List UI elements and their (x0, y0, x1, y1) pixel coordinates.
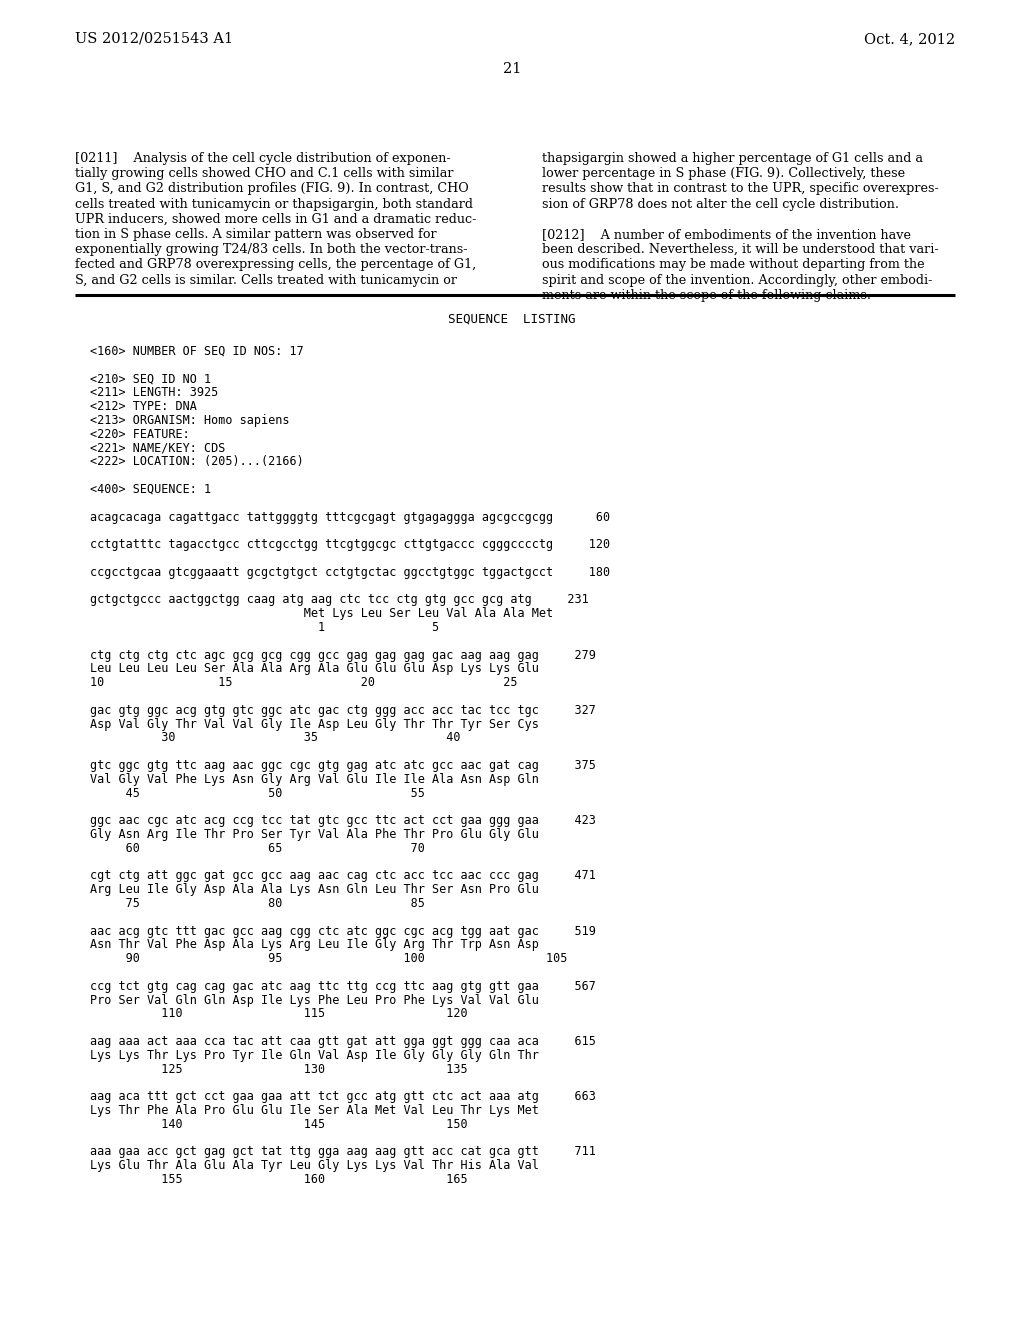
Text: G1, S, and G2 distribution profiles (FIG. 9). In contrast, CHO: G1, S, and G2 distribution profiles (FIG… (75, 182, 469, 195)
Text: Gly Asn Arg Ile Thr Pro Ser Tyr Val Ala Phe Thr Pro Glu Gly Glu: Gly Asn Arg Ile Thr Pro Ser Tyr Val Ala … (90, 828, 539, 841)
Text: gac gtg ggc acg gtg gtc ggc atc gac ctg ggg acc acc tac tcc tgc     327: gac gtg ggc acg gtg gtc ggc atc gac ctg … (90, 704, 596, 717)
Text: <220> FEATURE:: <220> FEATURE: (90, 428, 189, 441)
Text: 140                 145                 150: 140 145 150 (90, 1118, 468, 1131)
Text: tion in S phase cells. A similar pattern was observed for: tion in S phase cells. A similar pattern… (75, 228, 436, 242)
Text: cells treated with tunicamycin or thapsigargin, both standard: cells treated with tunicamycin or thapsi… (75, 198, 473, 211)
Text: 125                 130                 135: 125 130 135 (90, 1063, 468, 1076)
Text: cctgtatttc tagacctgcc cttcgcctgg ttcgtggcgc cttgtgaccc cgggcccctg     120: cctgtatttc tagacctgcc cttcgcctgg ttcgtgg… (90, 539, 610, 552)
Text: ctg ctg ctg ctc agc gcg gcg cgg gcc gag gag gag gac aag aag gag     279: ctg ctg ctg ctc agc gcg gcg cgg gcc gag … (90, 648, 596, 661)
Text: ggc aac cgc atc acg ccg tcc tat gtc gcc ttc act cct gaa ggg gaa     423: ggc aac cgc atc acg ccg tcc tat gtc gcc … (90, 814, 596, 828)
Text: ccg tct gtg cag cag gac atc aag ttc ttg ccg ttc aag gtg gtt gaa     567: ccg tct gtg cag cag gac atc aag ttc ttg … (90, 979, 596, 993)
Text: Lys Glu Thr Ala Glu Ala Tyr Leu Gly Lys Lys Val Thr His Ala Val: Lys Glu Thr Ala Glu Ala Tyr Leu Gly Lys … (90, 1159, 539, 1172)
Text: aaa gaa acc gct gag gct tat ttg gga aag aag gtt acc cat gca gtt     711: aaa gaa acc gct gag gct tat ttg gga aag … (90, 1146, 596, 1159)
Text: <222> LOCATION: (205)...(2166): <222> LOCATION: (205)...(2166) (90, 455, 304, 469)
Text: [0211]    Analysis of the cell cycle distribution of exponen-: [0211] Analysis of the cell cycle distri… (75, 152, 451, 165)
Text: 30                  35                  40: 30 35 40 (90, 731, 461, 744)
Text: gtc ggc gtg ttc aag aac ggc cgc gtg gag atc atc gcc aac gat cag     375: gtc ggc gtg ttc aag aac ggc cgc gtg gag … (90, 759, 596, 772)
Text: fected and GRP78 overexpressing cells, the percentage of G1,: fected and GRP78 overexpressing cells, t… (75, 259, 476, 272)
Text: <212> TYPE: DNA: <212> TYPE: DNA (90, 400, 197, 413)
Text: thapsigargin showed a higher percentage of G1 cells and a: thapsigargin showed a higher percentage … (542, 152, 923, 165)
Text: aac acg gtc ttt gac gcc aag cgg ctc atc ggc cgc acg tgg aat gac     519: aac acg gtc ttt gac gcc aag cgg ctc atc … (90, 924, 596, 937)
Text: aag aaa act aaa cca tac att caa gtt gat att gga ggt ggg caa aca     615: aag aaa act aaa cca tac att caa gtt gat … (90, 1035, 596, 1048)
Text: Oct. 4, 2012: Oct. 4, 2012 (864, 32, 955, 46)
Text: <213> ORGANISM: Homo sapiens: <213> ORGANISM: Homo sapiens (90, 414, 290, 426)
Text: UPR inducers, showed more cells in G1 and a dramatic reduc-: UPR inducers, showed more cells in G1 an… (75, 213, 476, 226)
Text: gctgctgccc aactggctgg caag atg aag ctc tcc ctg gtg gcc gcg atg     231: gctgctgccc aactggctgg caag atg aag ctc t… (90, 594, 589, 606)
Text: Asn Thr Val Phe Asp Ala Lys Arg Leu Ile Gly Arg Thr Trp Asn Asp: Asn Thr Val Phe Asp Ala Lys Arg Leu Ile … (90, 939, 539, 952)
Text: US 2012/0251543 A1: US 2012/0251543 A1 (75, 32, 233, 46)
Text: tially growing cells showed CHO and C.1 cells with similar: tially growing cells showed CHO and C.1 … (75, 168, 454, 181)
Text: 75                  80                  85: 75 80 85 (90, 898, 425, 909)
Text: spirit and scope of the invention. Accordingly, other embodi-: spirit and scope of the invention. Accor… (542, 273, 933, 286)
Text: acagcacaga cagattgacc tattggggtg tttcgcgagt gtgagaggga agcgccgcgg      60: acagcacaga cagattgacc tattggggtg tttcgcg… (90, 511, 610, 524)
Text: Met Lys Leu Ser Leu Val Ala Ala Met: Met Lys Leu Ser Leu Val Ala Ala Met (90, 607, 553, 620)
Text: S, and G2 cells is similar. Cells treated with tunicamycin or: S, and G2 cells is similar. Cells treate… (75, 273, 457, 286)
Text: Leu Leu Leu Leu Ser Ala Ala Arg Ala Glu Glu Glu Asp Lys Lys Glu: Leu Leu Leu Leu Ser Ala Ala Arg Ala Glu … (90, 663, 539, 676)
Text: Arg Leu Ile Gly Asp Ala Ala Lys Asn Gln Leu Thr Ser Asn Pro Glu: Arg Leu Ile Gly Asp Ala Ala Lys Asn Gln … (90, 883, 539, 896)
Text: 60                  65                  70: 60 65 70 (90, 842, 425, 855)
Text: SEQUENCE  LISTING: SEQUENCE LISTING (449, 313, 575, 326)
Text: ccgcctgcaa gtcggaaatt gcgctgtgct cctgtgctac ggcctgtggc tggactgcct     180: ccgcctgcaa gtcggaaatt gcgctgtgct cctgtgc… (90, 566, 610, 578)
Text: been described. Nevertheless, it will be understood that vari-: been described. Nevertheless, it will be… (542, 243, 939, 256)
Text: ments are within the scope of the following claims.: ments are within the scope of the follow… (542, 289, 871, 302)
Text: Lys Thr Phe Ala Pro Glu Glu Ile Ser Ala Met Val Leu Thr Lys Met: Lys Thr Phe Ala Pro Glu Glu Ile Ser Ala … (90, 1104, 539, 1117)
Text: aag aca ttt gct cct gaa gaa att tct gcc atg gtt ctc act aaa atg     663: aag aca ttt gct cct gaa gaa att tct gcc … (90, 1090, 596, 1104)
Text: sion of GRP78 does not alter the cell cycle distribution.: sion of GRP78 does not alter the cell cy… (542, 198, 899, 211)
Text: ous modifications may be made without departing from the: ous modifications may be made without de… (542, 259, 925, 272)
Text: lower percentage in S phase (FIG. 9). Collectively, these: lower percentage in S phase (FIG. 9). Co… (542, 168, 905, 181)
Text: 110                 115                 120: 110 115 120 (90, 1007, 468, 1020)
Text: Val Gly Val Phe Lys Asn Gly Arg Val Glu Ile Ile Ala Asn Asp Gln: Val Gly Val Phe Lys Asn Gly Arg Val Glu … (90, 772, 539, 785)
Text: Asp Val Gly Thr Val Val Gly Ile Asp Leu Gly Thr Thr Tyr Ser Cys: Asp Val Gly Thr Val Val Gly Ile Asp Leu … (90, 718, 539, 730)
Text: 90                  95                 100                 105: 90 95 100 105 (90, 952, 567, 965)
Text: <210> SEQ ID NO 1: <210> SEQ ID NO 1 (90, 372, 211, 385)
Text: Lys Lys Thr Lys Pro Tyr Ile Gln Val Asp Ile Gly Gly Gly Gln Thr: Lys Lys Thr Lys Pro Tyr Ile Gln Val Asp … (90, 1049, 539, 1061)
Text: Pro Ser Val Gln Gln Asp Ile Lys Phe Leu Pro Phe Lys Val Val Glu: Pro Ser Val Gln Gln Asp Ile Lys Phe Leu … (90, 994, 539, 1007)
Text: results show that in contrast to the UPR, specific overexpres-: results show that in contrast to the UPR… (542, 182, 939, 195)
Text: 155                 160                 165: 155 160 165 (90, 1173, 468, 1185)
Text: 10                15                  20                  25: 10 15 20 25 (90, 676, 517, 689)
Text: <160> NUMBER OF SEQ ID NOS: 17: <160> NUMBER OF SEQ ID NOS: 17 (90, 345, 304, 358)
Text: <221> NAME/KEY: CDS: <221> NAME/KEY: CDS (90, 442, 225, 454)
Text: 45                  50                  55: 45 50 55 (90, 787, 425, 800)
Text: 21: 21 (503, 62, 521, 77)
Text: 1               5: 1 5 (90, 620, 439, 634)
Text: cgt ctg att ggc gat gcc gcc aag aac cag ctc acc tcc aac ccc gag     471: cgt ctg att ggc gat gcc gcc aag aac cag … (90, 870, 596, 882)
Text: <400> SEQUENCE: 1: <400> SEQUENCE: 1 (90, 483, 211, 496)
Text: exponentially growing T24/83 cells. In both the vector-trans-: exponentially growing T24/83 cells. In b… (75, 243, 468, 256)
Text: <211> LENGTH: 3925: <211> LENGTH: 3925 (90, 387, 218, 400)
Text: [0212]    A number of embodiments of the invention have: [0212] A number of embodiments of the in… (542, 228, 911, 242)
